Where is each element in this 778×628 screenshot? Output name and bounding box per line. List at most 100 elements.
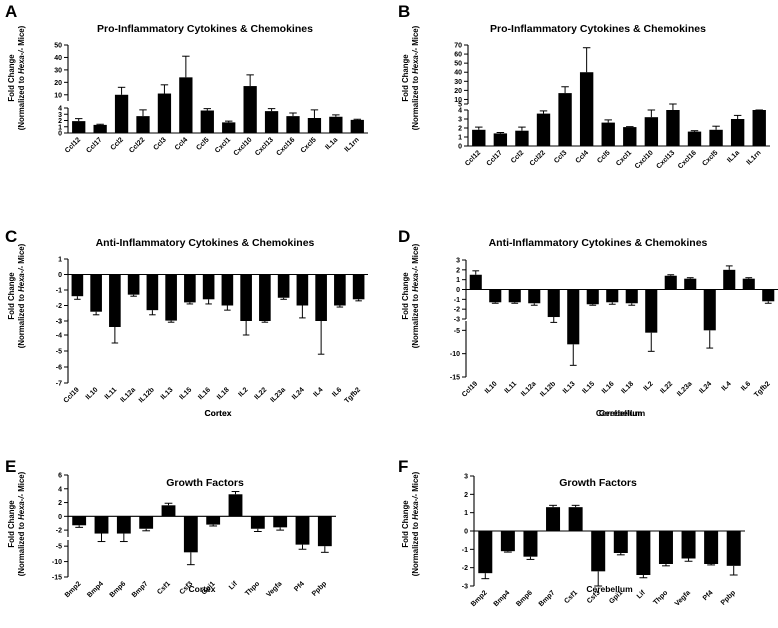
bar: [730, 119, 745, 146]
bar: [500, 531, 515, 552]
y-tick-label: 30: [54, 67, 62, 74]
bar: [146, 274, 159, 311]
bar: [645, 289, 658, 333]
x-category-label: Cxcl1: [214, 136, 232, 154]
y-tick-label: -5: [56, 349, 62, 356]
bar: [625, 289, 638, 304]
x-category-label: Ppbp: [720, 589, 737, 606]
bar: [469, 274, 482, 290]
x-category-label: Bmp2: [64, 580, 83, 599]
y-tick-label: -2: [462, 565, 468, 572]
x-category-label: Ccl5: [596, 149, 611, 164]
bar: [493, 133, 508, 146]
x-category-label: IL6: [331, 386, 343, 398]
x-category-label: IL15: [178, 386, 193, 401]
x-category-label: Ppbp: [311, 580, 328, 597]
x-category-label: Cxcl1: [615, 149, 633, 167]
x-category-label: IL24: [291, 386, 306, 401]
y-tick-label: 0: [58, 131, 62, 138]
bar: [72, 121, 86, 133]
x-category-label: Csf1: [563, 589, 579, 605]
x-category-label: IL16: [197, 386, 212, 401]
x-category-label: Ccl12: [64, 136, 82, 154]
x-category-label: Ccl2: [510, 149, 525, 164]
bar: [286, 116, 300, 133]
y-tick-label: -3: [454, 317, 460, 324]
bar: [273, 516, 288, 528]
x-category-label: Cxcl16: [275, 136, 296, 157]
bar: [127, 274, 140, 295]
bar: [307, 118, 322, 133]
x-category-label: Pf4: [293, 580, 306, 593]
y-axis-label: Fold Change(Normalized to Hexa-/- Mice): [7, 471, 26, 576]
bar: [478, 531, 493, 574]
y-tick-label: -1: [56, 288, 62, 295]
bar: [93, 124, 107, 133]
y-tick-label: 4: [58, 106, 62, 113]
bar: [243, 86, 257, 133]
x-category-label: IL22: [253, 386, 268, 401]
x-axis-label: Cortex: [205, 408, 232, 418]
y-tick-label: 1: [464, 510, 468, 517]
x-category-label: IL2: [237, 386, 249, 398]
x-axis-label: Cerebellum: [586, 584, 633, 594]
panel-label: B: [398, 2, 410, 21]
x-category-label: Ccl19: [461, 380, 479, 398]
bar: [567, 289, 580, 345]
bar: [277, 274, 290, 298]
y-axis-label: Fold Change(Normalized to Hexa-/- Mice): [7, 25, 26, 130]
bar: [90, 274, 102, 312]
x-category-label: Ccl2: [110, 136, 125, 151]
bar: [568, 507, 583, 531]
y-axis-label: Fold Change(Normalized to Hexa-/- Mice): [401, 25, 420, 130]
bar: [613, 531, 628, 553]
bar: [684, 278, 697, 290]
y-tick-label: -6: [56, 365, 62, 372]
x-category-label: IL12a: [520, 380, 538, 398]
bar: [202, 274, 215, 300]
x-category-label: Ccl17: [85, 136, 103, 154]
bar: [586, 289, 599, 305]
x-category-label: Ccl19: [63, 386, 81, 404]
y-tick-label: 50: [54, 43, 62, 50]
bar: [681, 531, 696, 559]
y-tick-label: -15: [450, 375, 460, 382]
y-axis-label: Fold Change(Normalized to Hexa-/- Mice): [401, 243, 420, 348]
y-tick-label: -3: [56, 319, 62, 326]
y-tick-label: -3: [462, 584, 468, 591]
y-tick-label: 3: [456, 258, 460, 265]
y-tick-label: 6: [58, 473, 62, 480]
bar: [664, 275, 677, 290]
bar: [228, 494, 243, 517]
x-category-label: IL11: [104, 386, 119, 401]
x-category-label: Ccl22: [128, 136, 146, 154]
y-tick-label: 3: [464, 474, 468, 481]
chart-title: Anti-Inflammatory Cytokines & Chemokines: [96, 237, 315, 249]
chart-title: Pro-Inflammatory Cytokines & Chemokines: [490, 23, 706, 35]
x-category-label: IL10: [85, 386, 100, 401]
x-category-label: Cxcl5: [701, 149, 719, 167]
bar: [139, 516, 154, 529]
y-tick-label: 0: [456, 287, 460, 294]
y-tick-label: 2: [58, 118, 62, 125]
y-tick-label: 0: [58, 272, 62, 279]
bar: [546, 507, 561, 531]
chart-panel-e: E Growth Factors Fold Change(Normalized to…: [5, 457, 336, 599]
x-category-label: Bmp4: [86, 580, 105, 599]
bar: [200, 110, 214, 133]
y-tick-label: 0: [58, 514, 62, 521]
bar: [687, 131, 702, 146]
bar: [742, 278, 755, 290]
bar: [296, 274, 309, 306]
y-tick-label: -10: [52, 559, 62, 566]
y-tick-label: 3: [58, 112, 62, 119]
bar: [606, 289, 619, 303]
bar: [723, 269, 736, 290]
bar: [94, 516, 109, 534]
y-tick-label: 1: [58, 124, 62, 131]
bar: [114, 94, 129, 133]
bar: [623, 127, 637, 146]
x-category-label: Cxcl13: [655, 149, 676, 170]
x-category-label: IL18: [216, 386, 231, 401]
bar: [547, 289, 560, 318]
